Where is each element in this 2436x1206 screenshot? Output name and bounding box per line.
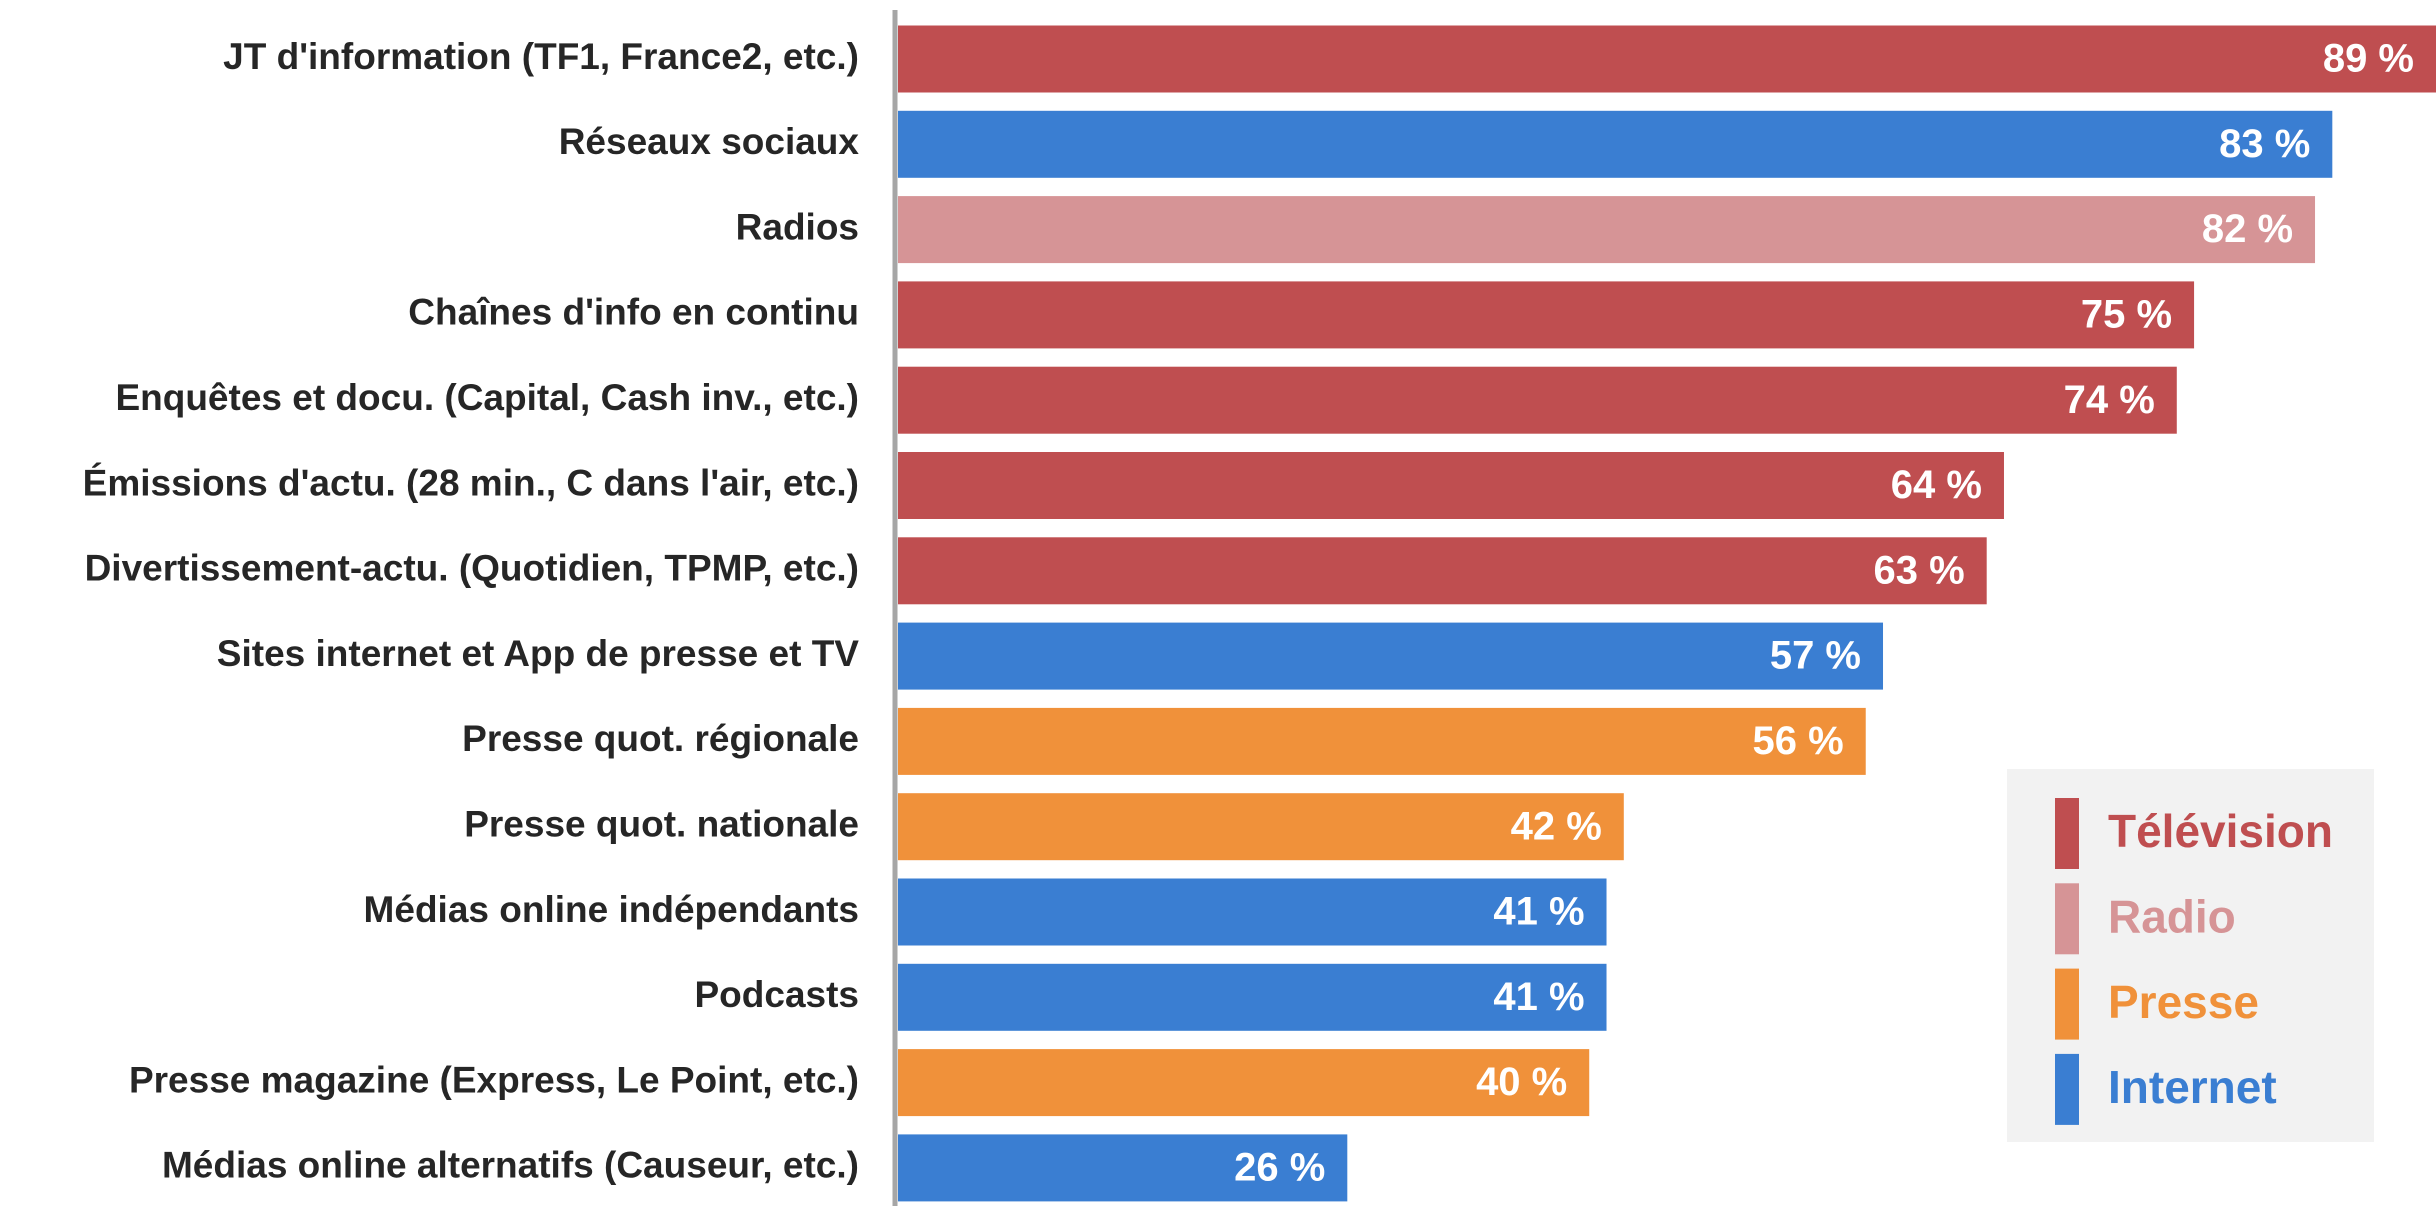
- legend-swatch: [2055, 1053, 2079, 1125]
- value-label: 83 %: [2219, 122, 2310, 166]
- category-label: Sites internet et App de presse et TV: [217, 633, 860, 674]
- value-label: 41 %: [1493, 890, 1584, 934]
- value-label: 26 %: [1234, 1145, 1325, 1189]
- legend-label: Internet: [2108, 1061, 2277, 1113]
- category-label: Médias online indépendants: [364, 889, 859, 930]
- category-label: JT d'information (TF1, France2, etc.): [223, 36, 859, 77]
- legend-label: Radio: [2108, 890, 2236, 942]
- value-label: 40 %: [1476, 1060, 1567, 1104]
- bar: [898, 622, 1884, 690]
- category-label: Podcasts: [694, 974, 859, 1015]
- value-label: 82 %: [2202, 207, 2293, 251]
- legend-label: Presse: [2108, 976, 2259, 1028]
- bar: [898, 110, 2333, 178]
- legend-swatch: [2055, 968, 2079, 1040]
- bar: [898, 281, 2195, 349]
- category-label: Presse quot. nationale: [464, 803, 859, 844]
- bar: [898, 1049, 1590, 1117]
- category-label: Divertissement-actu. (Quotidien, TPMP, e…: [85, 548, 859, 589]
- value-label: 63 %: [1874, 548, 1965, 592]
- value-label: 75 %: [2081, 292, 2172, 336]
- bar: [898, 707, 1866, 775]
- legend-label: Télévision: [2108, 805, 2333, 857]
- bar: [898, 963, 1607, 1031]
- bar: [898, 196, 2316, 264]
- legend-swatch: [2055, 798, 2079, 869]
- category-label: Radios: [736, 206, 859, 247]
- bar: [898, 878, 1607, 946]
- category-label: Réseaux sociaux: [559, 121, 860, 162]
- value-label: 56 %: [1753, 719, 1844, 763]
- category-label: Enquêtes et docu. (Capital, Cash inv., e…: [115, 377, 859, 418]
- category-label: Presse magazine (Express, Le Point, etc.…: [129, 1059, 859, 1100]
- bar: [898, 366, 2177, 434]
- bar: [898, 537, 1987, 605]
- category-label: Médias online alternatifs (Causeur, etc.…: [162, 1145, 859, 1186]
- category-label: Émissions d'actu. (28 min., C dans l'air…: [83, 462, 859, 503]
- value-label: 42 %: [1511, 804, 1602, 848]
- value-label: 89 %: [2323, 37, 2414, 81]
- bar: [898, 452, 2004, 519]
- value-label: 41 %: [1493, 975, 1584, 1019]
- bar: [898, 1134, 1348, 1202]
- value-label: 74 %: [2064, 378, 2155, 422]
- legend-swatch: [2055, 883, 2079, 955]
- bar: [898, 25, 2436, 93]
- value-label: 64 %: [1891, 463, 1982, 507]
- value-label: 57 %: [1770, 634, 1861, 678]
- bar: [898, 793, 1624, 861]
- category-label: Presse quot. régionale: [462, 718, 859, 759]
- category-label: Chaînes d'info en continu: [408, 292, 859, 333]
